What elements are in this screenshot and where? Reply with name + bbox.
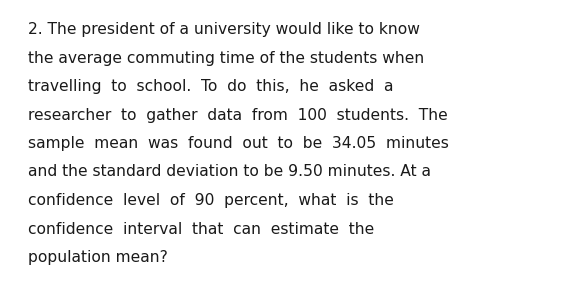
Text: population mean?: population mean? bbox=[28, 250, 168, 265]
Text: researcher  to  gather  data  from  100  students.  The: researcher to gather data from 100 stude… bbox=[28, 107, 448, 123]
Text: sample  mean  was  found  out  to  be  34.05  minutes: sample mean was found out to be 34.05 mi… bbox=[28, 136, 449, 151]
Text: travelling  to  school.  To  do  this,  he  asked  a: travelling to school. To do this, he ask… bbox=[28, 79, 394, 94]
Text: 2. The president of a university would like to know: 2. The president of a university would l… bbox=[28, 22, 420, 37]
Text: and the standard deviation to be 9.50 minutes. At a: and the standard deviation to be 9.50 mi… bbox=[28, 165, 431, 179]
Text: the average commuting time of the students when: the average commuting time of the studen… bbox=[28, 51, 424, 65]
Text: confidence  interval  that  can  estimate  the: confidence interval that can estimate th… bbox=[28, 221, 374, 237]
Text: confidence  level  of  90  percent,  what  is  the: confidence level of 90 percent, what is … bbox=[28, 193, 394, 208]
